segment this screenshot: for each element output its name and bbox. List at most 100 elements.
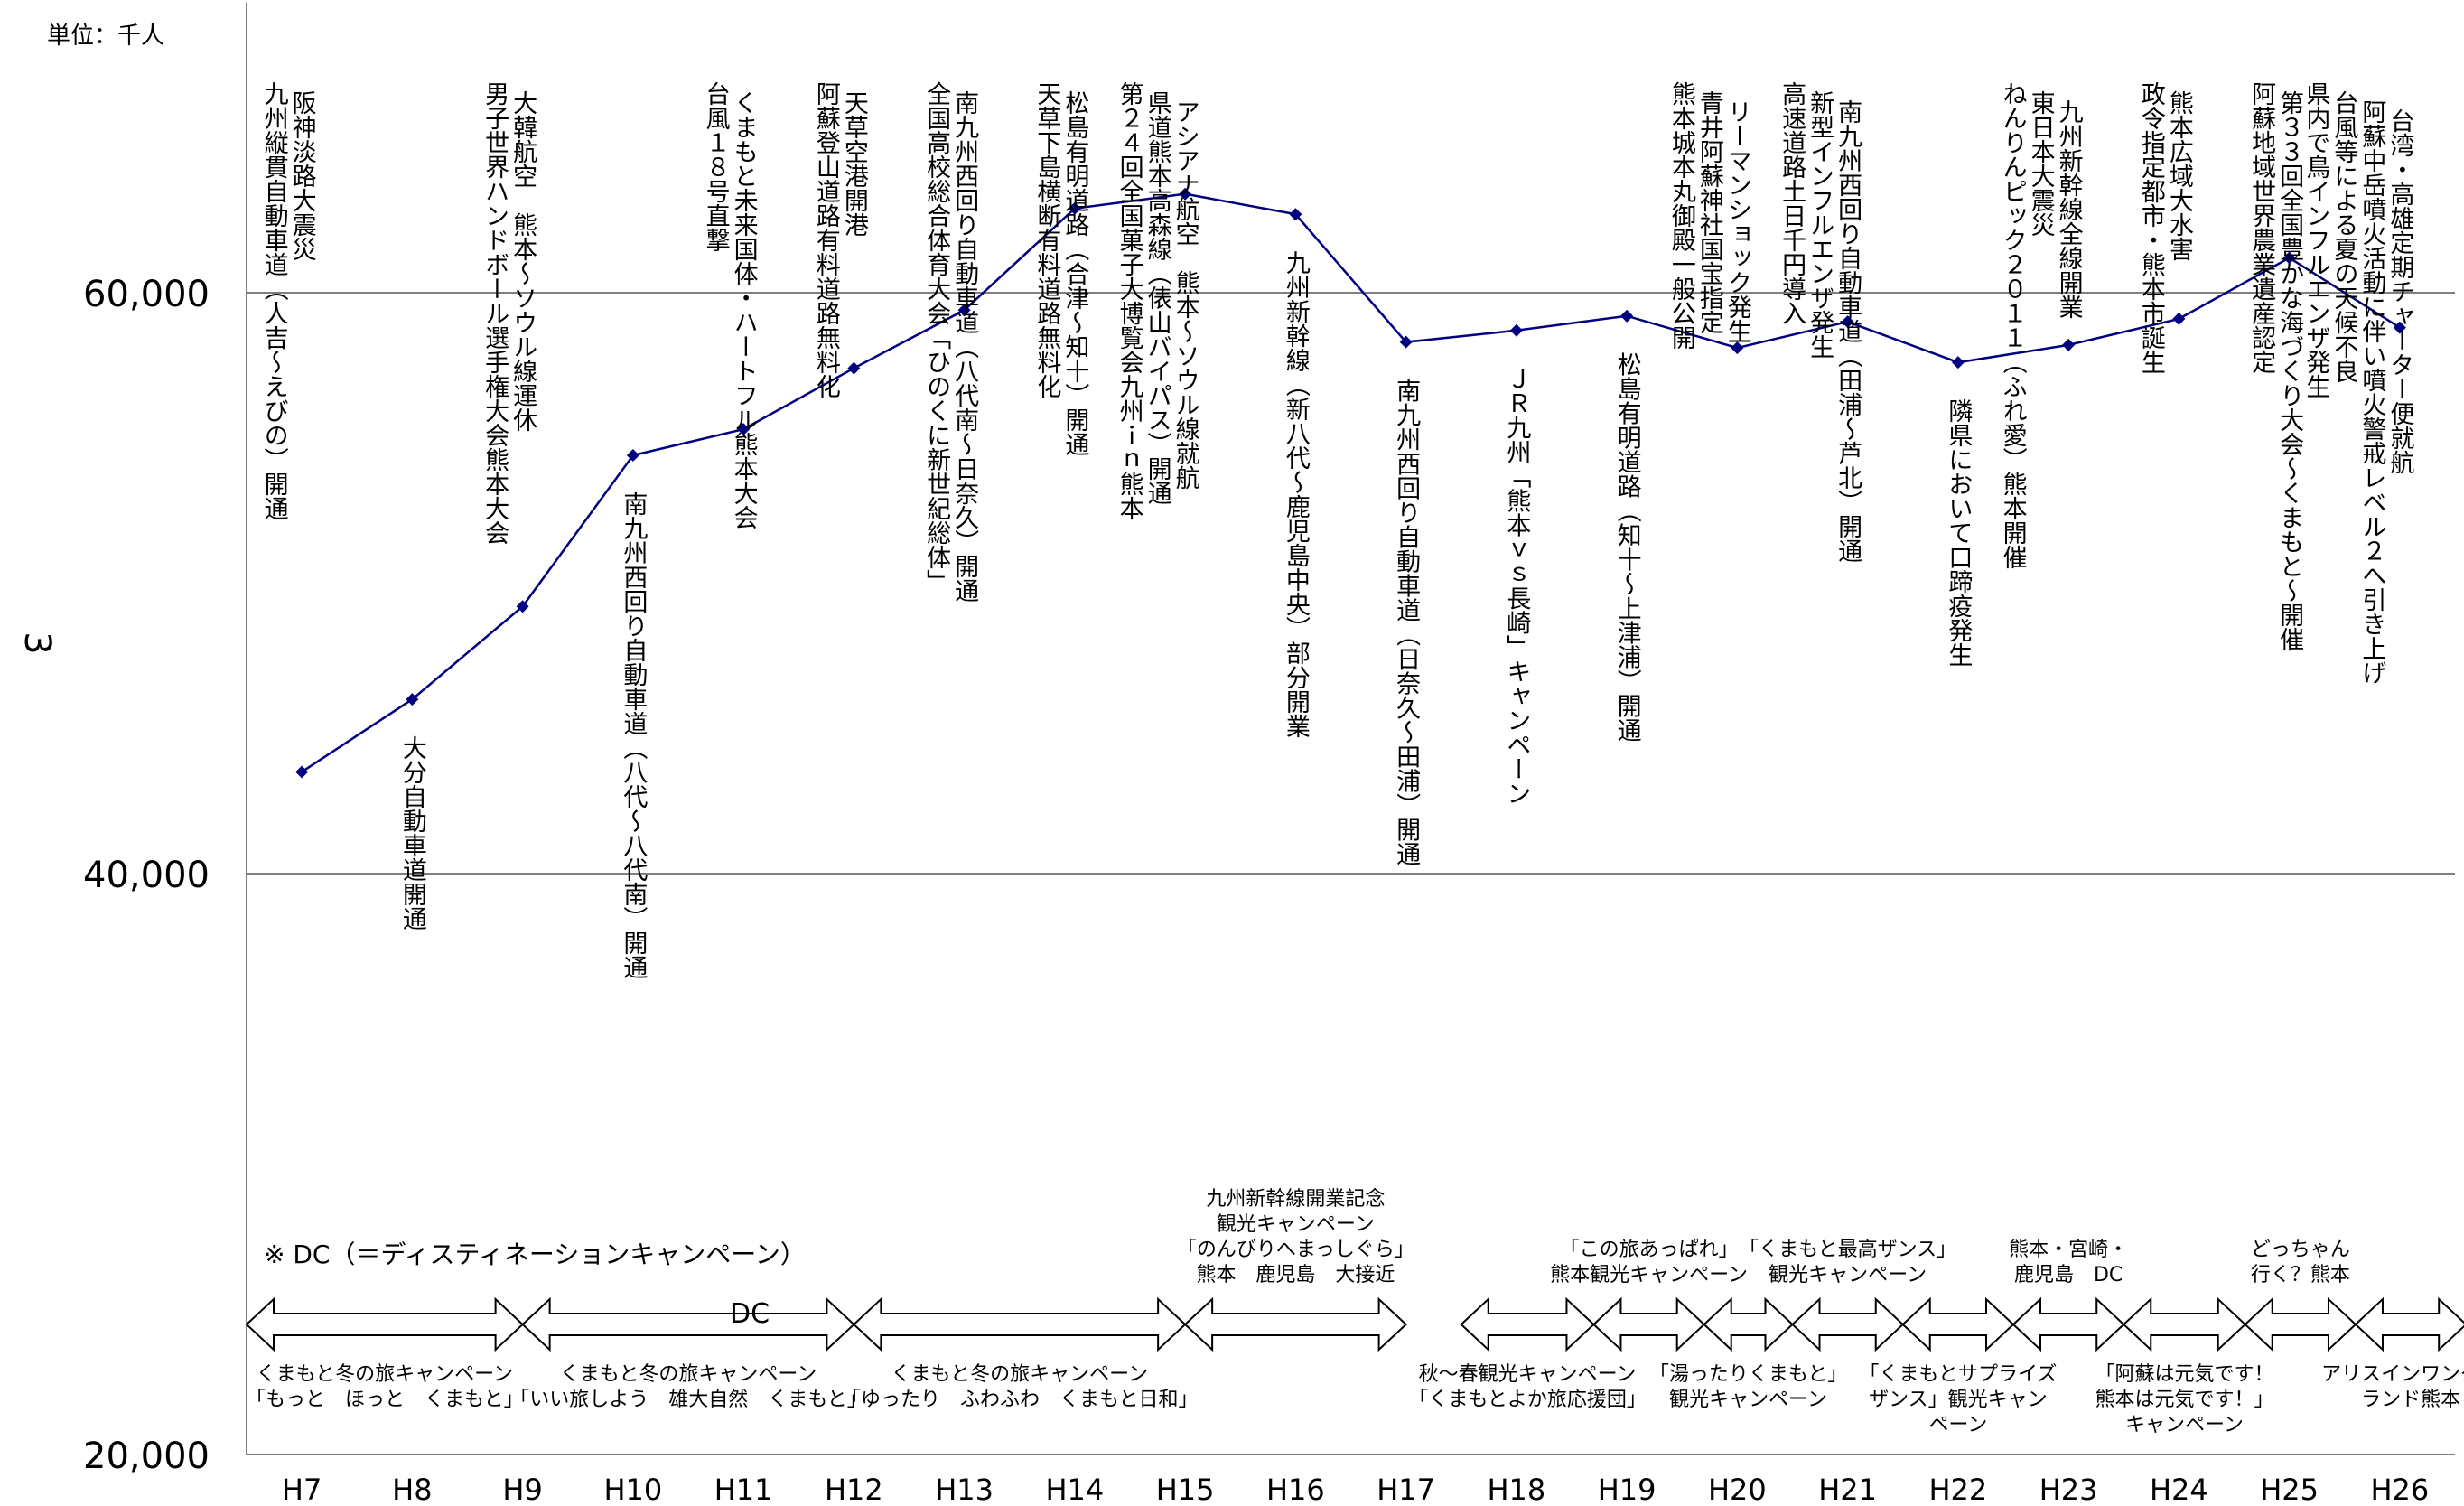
x-tick-label: H7 — [282, 1473, 322, 1506]
event-label: 台風等による夏の天候不良 — [2329, 90, 2358, 383]
event-label: 新型インフルエンザ発生 — [1806, 90, 1834, 359]
event-label: 熊本城本丸御殿一般公開 — [1667, 81, 1696, 350]
campaign-label: どっちゃん — [2251, 1239, 2350, 1261]
campaign-arrows: くまもと冬の旅キャンペーン「もっと ほっと くまもと」くまもと冬の旅キャンペーン… — [245, 1188, 2464, 1436]
campaign-label: ザンス」観光キャン — [1869, 1389, 2048, 1411]
campaign-arrow — [1791, 1296, 1905, 1352]
y-tick-labels: 20,000 40,000 60,000 — [83, 274, 210, 1477]
data-point — [737, 423, 751, 436]
campaign-label: 熊本・宮崎・ — [2009, 1239, 2128, 1261]
event-label: 熊本広域大水害 — [2165, 90, 2194, 261]
campaign-arrow — [2354, 1296, 2464, 1352]
x-tick-label: H10 — [603, 1473, 662, 1506]
x-tick-label: H8 — [392, 1473, 432, 1506]
event-label: 松島有明道路（知十～上津浦）開通 — [1613, 351, 1642, 742]
campaign-label: キャンペーン — [2125, 1414, 2244, 1436]
campaign-label: 観光キャンペーン — [1669, 1389, 1827, 1411]
event-label: 阿蘇中岳噴火活動に伴い噴火警戒レベル２へ引き上げ — [2357, 99, 2386, 685]
campaign-arrow — [1460, 1296, 1595, 1352]
x-tick-label: H23 — [2039, 1473, 2098, 1506]
series-line-path — [301, 192, 2401, 773]
x-tick-label: H12 — [825, 1473, 883, 1506]
x-tick-label: H11 — [714, 1473, 773, 1506]
x-tick-label: H17 — [1377, 1473, 1435, 1506]
campaign-label: 「湯ったりくまもと」 — [1649, 1363, 1848, 1386]
data-point — [2393, 321, 2406, 334]
y-tick-label: 40,000 — [83, 855, 210, 896]
data-point — [1399, 335, 1413, 349]
axes — [246, 2, 2455, 1455]
campaign-arrow — [1183, 1296, 1408, 1352]
event-label: 青井阿蘇神社国宝指定 — [1695, 90, 1724, 334]
x-tick-label: H25 — [2260, 1473, 2319, 1506]
campaign-arrow — [1591, 1296, 1706, 1352]
campaign-label: 「くまもとサプライズ — [1859, 1363, 2057, 1386]
campaign-label: くまもと冬の旅キャンペーン — [891, 1363, 1148, 1386]
x-tick-label: H9 — [502, 1473, 542, 1506]
campaign-label: 熊本 鹿児島 大接近 — [1196, 1264, 1395, 1286]
campaign-arrow — [2244, 1296, 2357, 1352]
campaign-label: くまもと冬の旅キャンペーン — [560, 1363, 817, 1386]
campaign-label: 「ゆったり ふわふわ くまもと日和」 — [841, 1389, 1199, 1411]
data-point — [1179, 187, 1192, 201]
dc-note: ※ DC（＝ディスティネーションキャンペーン） — [264, 1239, 806, 1269]
event-label: 南九州西回り自動車道（八代～八代南）開通 — [619, 491, 648, 979]
event-label: リーマンショック発生 — [1723, 99, 1752, 343]
campaign-label: くまもと冬の旅キャンペーン — [257, 1363, 513, 1386]
x-tick-label: H20 — [1708, 1473, 1767, 1506]
campaign-label: 「くまもとよか旅応援団」 — [1408, 1389, 1647, 1411]
event-label: 台風１８号直撃 — [702, 81, 731, 252]
event-label: 大分自動車道開通 — [398, 735, 426, 931]
data-point — [1289, 208, 1302, 221]
data-point — [2172, 312, 2186, 325]
campaign-arrow — [2011, 1296, 2125, 1352]
unit-label: 単位：千人 — [47, 23, 164, 50]
y-tick-label: 20,000 — [83, 1436, 210, 1477]
data-point — [2062, 338, 2076, 351]
event-label: 九州新幹線全線開業 — [2055, 99, 2084, 319]
event-label: 南九州西回り自動車道（田浦～芦北）開通 — [1834, 99, 1862, 563]
event-label: 阿蘇登山道路有料道路無料化 — [812, 81, 841, 398]
gridlines — [247, 292, 2455, 875]
data-point — [847, 361, 861, 375]
event-label: 男子世界ハンドボール選手権大会熊本大会 — [481, 81, 509, 545]
campaign-label: 「くまもと最高ザンス」 — [1739, 1239, 1956, 1261]
x-tick-labels: H7 H8 H9 H10 H11 H12 H13 H14 H15 H16 H17 H18 H19 H20 H… — [282, 1473, 2429, 1506]
campaign-label: 熊本は元気です！」 — [2095, 1389, 2273, 1411]
series-line — [295, 187, 2406, 779]
campaign-label: 行く？熊本 — [2251, 1264, 2350, 1286]
event-label: 全国高校総合体育大会「ひのくに新世紀総体」 — [922, 81, 951, 594]
y-tick-label: 60,000 — [83, 274, 210, 315]
event-label: 第３３回全国豊かな海づくり大会～くまもと～開催 — [2275, 90, 2304, 651]
event-label: 阪神淡路大震災 — [288, 90, 317, 261]
campaign-label: 鹿児島 DC — [2014, 1264, 2123, 1286]
data-point — [2282, 251, 2296, 265]
event-label: 南九州西回り自動車道（八代南～日奈久）開通 — [950, 90, 979, 603]
event-label: くまもと未来国体・ハートフル熊本大会 — [730, 90, 759, 529]
x-tick-label: H21 — [1818, 1473, 1877, 1506]
dc-arrow-label: DC — [730, 1298, 770, 1330]
event-label: 天草下島横断有料道路無料化 — [1032, 81, 1061, 398]
x-tick-label: H15 — [1156, 1473, 1215, 1506]
data-point — [1620, 309, 1634, 323]
data-point — [626, 449, 639, 463]
event-label: ねんりんピック２０１１（ふれ愛）熊本開催 — [1999, 81, 2028, 569]
data-point — [1068, 201, 1081, 215]
event-label: ＪＲ九州「熊本ｖｓ長崎」キャンペーン — [1502, 367, 1531, 806]
event-label: 天草空港開港 — [840, 90, 869, 237]
campaign-arrow — [1901, 1296, 2015, 1352]
data-point — [1841, 315, 1854, 329]
event-label: 政令指定都市・熊本市誕生 — [2137, 81, 2166, 374]
campaign-label: 「もっと ほっと くまもと」 — [246, 1389, 524, 1411]
x-tick-label: H19 — [1598, 1473, 1657, 1506]
campaign-arrow — [245, 1296, 525, 1352]
x-tick-label: H22 — [1928, 1473, 1987, 1506]
event-label: 県道熊本高森線（俵山バイパス）開通 — [1143, 90, 1172, 505]
campaign-label: ペーン — [1928, 1414, 1987, 1436]
campaign-label: 「のんびりへまっしぐら」 — [1177, 1239, 1414, 1261]
event-label: 南九州西回り自動車道（日奈久～田浦）開通 — [1392, 378, 1421, 865]
data-point — [1951, 356, 1965, 369]
event-label: 東日本大震災 — [2027, 90, 2056, 237]
campaign-label: 秋～春観光キャンペーン — [1419, 1363, 1637, 1386]
